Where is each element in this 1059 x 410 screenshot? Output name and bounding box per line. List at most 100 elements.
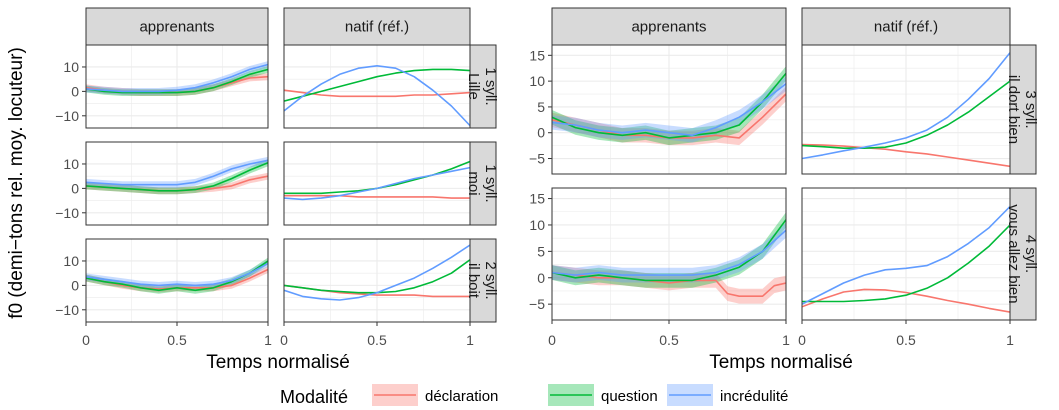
y-tick-label: 10 bbox=[63, 156, 79, 172]
series-ribbon-déclaration bbox=[86, 73, 268, 96]
column-strip bbox=[801, 7, 1011, 46]
series-line-déclaration bbox=[284, 194, 470, 199]
y-tick-label: 15 bbox=[529, 191, 545, 207]
panel-data bbox=[86, 61, 268, 96]
panel-data bbox=[284, 65, 470, 127]
row-strip-line: 1 syll. bbox=[482, 164, 499, 202]
x-tick-label: 0.5 bbox=[367, 332, 387, 348]
facet-panel: 0 0.5 1 bbox=[548, 187, 790, 348]
row-strip-line: il boit bbox=[465, 263, 482, 299]
panel-data bbox=[552, 212, 786, 304]
column-strip bbox=[283, 7, 471, 46]
row-strip bbox=[469, 238, 497, 323]
column-strip bbox=[85, 7, 269, 46]
column-strip-label: natif (réf.) bbox=[874, 19, 938, 36]
panel-data bbox=[802, 52, 1010, 168]
row-strip-line: 4 syll. bbox=[1022, 235, 1039, 273]
column-strip-label: apprenants bbox=[631, 19, 706, 36]
x-tick-label: 1 bbox=[1006, 332, 1014, 348]
series-line-incrédulité bbox=[552, 229, 786, 276]
x-axis-title: Temps normalisé bbox=[709, 352, 853, 373]
row-strip bbox=[1009, 187, 1037, 321]
x-tick-label: 1 bbox=[264, 332, 272, 348]
series-line-incrédulité bbox=[802, 205, 1010, 305]
facet-panel bbox=[85, 141, 269, 226]
panel-border bbox=[551, 44, 787, 175]
facet-panel bbox=[551, 44, 787, 175]
y-tick-label: 5 bbox=[537, 243, 545, 259]
series-line-incrédulité bbox=[284, 166, 470, 201]
x-tick-label: 1 bbox=[466, 332, 474, 348]
facet-panel bbox=[283, 44, 471, 129]
x-tick-label: 0.5 bbox=[167, 332, 187, 348]
legend-label: déclaration bbox=[425, 388, 498, 405]
facet-panel bbox=[283, 141, 471, 226]
series-line-question bbox=[552, 72, 786, 139]
series-ribbon-incrédulité bbox=[552, 222, 786, 283]
series-line-incrédulité bbox=[284, 65, 470, 127]
row-strip-line: vous allez bien bbox=[1005, 204, 1022, 303]
row-strip-label: 3 syll.il dort bien bbox=[1005, 75, 1039, 144]
y-tick-label: −5 bbox=[529, 296, 545, 312]
panel-border bbox=[85, 44, 269, 129]
series-line-incrédulité bbox=[284, 244, 470, 301]
panel-data bbox=[284, 244, 470, 301]
row-strip-label: 1 syll.moi bbox=[465, 164, 499, 202]
row-strip-label: 1 syll.Lille bbox=[465, 67, 499, 105]
row-strip bbox=[1009, 44, 1037, 175]
x-tick-label: 1 bbox=[782, 332, 790, 348]
series-line-incrédulité bbox=[86, 63, 268, 93]
row-strip-line: 2 syll. bbox=[482, 261, 499, 299]
facet-panel: 0 0.5 1 bbox=[82, 238, 272, 348]
panel-data bbox=[284, 160, 470, 201]
series-line-question bbox=[802, 224, 1010, 303]
x-tick-label: 0.5 bbox=[659, 332, 679, 348]
y-tick-label: 10 bbox=[63, 59, 79, 75]
x-tick-label: 0 bbox=[548, 332, 556, 348]
row-strip bbox=[469, 141, 497, 226]
facet-panel: 0 0.5 1 bbox=[798, 187, 1014, 348]
y-tick-label: −10 bbox=[55, 108, 79, 124]
series-line-incrédulité bbox=[552, 83, 786, 137]
legend-label: question bbox=[601, 388, 658, 405]
series-line-incrédulité bbox=[86, 159, 268, 186]
row-strip-line: Lille bbox=[465, 73, 482, 100]
row-strip-line: moi bbox=[465, 171, 482, 195]
left-facet-block: apprenants natif (réf.)100−101 syll.Lille… bbox=[55, 7, 499, 373]
series-line-déclaration bbox=[802, 143, 1010, 168]
panel-data bbox=[86, 257, 268, 294]
y-tick-label: 10 bbox=[529, 217, 545, 233]
y-tick-label: 0 bbox=[537, 270, 545, 286]
y-tick-label: 10 bbox=[63, 253, 79, 269]
series-line-question bbox=[86, 68, 268, 94]
series-ribbon-question bbox=[86, 159, 268, 195]
legend-label: incrédulité bbox=[720, 388, 788, 405]
y-tick-label: 0 bbox=[537, 125, 545, 141]
legend: Modalité déclaration question incrédulité bbox=[280, 384, 788, 407]
x-tick-label: 0 bbox=[82, 332, 90, 348]
row-strip-label: 2 syll.il boit bbox=[465, 261, 499, 299]
legend-title: Modalité bbox=[280, 387, 348, 407]
y-tick-label: 5 bbox=[537, 99, 545, 115]
panel-data bbox=[86, 156, 268, 195]
x-tick-label: 0.5 bbox=[896, 332, 916, 348]
series-ribbon-question bbox=[552, 66, 786, 146]
series-line-question bbox=[284, 68, 470, 102]
series-line-incrédulité bbox=[802, 52, 1010, 160]
panel-border bbox=[85, 141, 269, 226]
panel-data bbox=[802, 205, 1010, 313]
column-strip bbox=[551, 7, 787, 46]
series-ribbon-incrédulité bbox=[552, 76, 786, 143]
row-strip bbox=[469, 44, 497, 129]
series-ribbon-déclaration bbox=[552, 86, 786, 146]
series-line-déclaration bbox=[802, 288, 1010, 313]
series-line-incrédulité bbox=[86, 262, 268, 287]
y-axis-title: f0 (demi−tons rel. moy. locuteur) bbox=[6, 47, 27, 319]
facet-panel bbox=[801, 44, 1011, 175]
x-tick-label: 0 bbox=[280, 332, 288, 348]
row-strip-line: 3 syll. bbox=[1022, 90, 1039, 128]
y-tick-label: −10 bbox=[55, 302, 79, 318]
series-line-question bbox=[802, 80, 1010, 149]
